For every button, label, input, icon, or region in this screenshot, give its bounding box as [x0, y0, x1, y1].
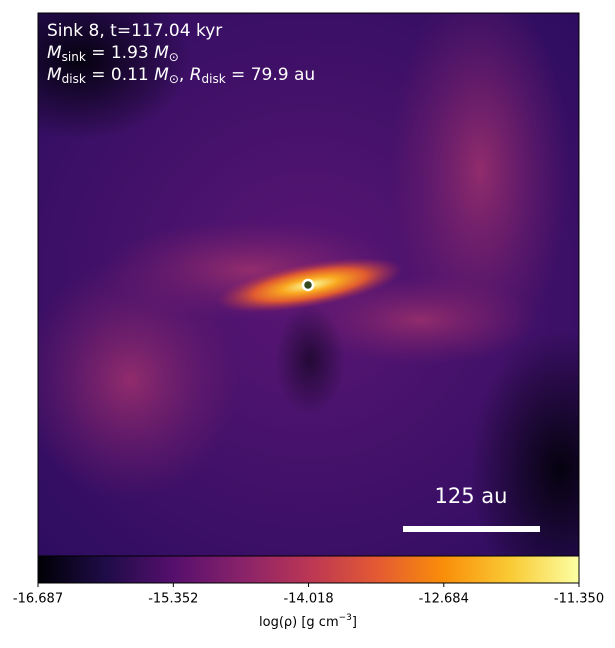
annotation-text: disk	[202, 72, 226, 86]
annotation-text: = 0.11	[86, 65, 154, 85]
annotation-text: ⊙	[169, 72, 179, 86]
annotation-text: = 79.9 au	[226, 65, 316, 85]
annotation-text: Sink 8, t=117.04 kyr	[47, 21, 222, 41]
annotation-text: = 1.93	[86, 43, 154, 63]
density-map	[38, 13, 579, 556]
scale-bar	[403, 526, 540, 532]
annotation-text: M	[47, 65, 62, 85]
annotation-text: M	[47, 43, 62, 63]
annotation-text: M	[154, 65, 169, 85]
colorbar-label-text: −3	[339, 613, 352, 623]
colorbar	[37, 555, 580, 584]
annotation-text: ,	[179, 65, 190, 85]
annotation-text: sink	[62, 50, 86, 64]
annotation-text: R	[190, 65, 202, 85]
scale-bar-label: 125 au	[435, 484, 508, 508]
colorbar-tick-label: -16.687	[13, 592, 63, 607]
svg-text:Mdisk = 0.11 M⊙, Rdisk = 79.9: Mdisk = 0.11 M⊙, Rdisk = 79.9 au	[47, 65, 315, 86]
colorbar-label: log(ρ) [g cm−3]	[259, 613, 357, 630]
colorbar-tick-label: -11.350	[554, 592, 604, 607]
annotation-text: disk	[62, 72, 86, 86]
colorbar-label-text: log(ρ) [g cm	[259, 615, 339, 630]
colorbar-tick-label: -14.018	[283, 592, 333, 607]
svg-text:Msink = 1.93 M⊙: Msink = 1.93 M⊙	[47, 43, 179, 64]
annotation-text: ⊙	[169, 50, 179, 64]
colorbar-tick-label: -15.352	[148, 592, 198, 607]
annotation-text: M	[154, 43, 169, 63]
svg-text:Sink 8, t=117.04 kyr: Sink 8, t=117.04 kyr	[47, 21, 222, 41]
colorbar-label-text: ]	[352, 615, 357, 630]
annotation: Sink 8, t=117.04 kyr Msink = 1.93 M⊙ Mdi…	[47, 21, 315, 86]
colorbar-tick-label: -12.684	[419, 592, 469, 607]
